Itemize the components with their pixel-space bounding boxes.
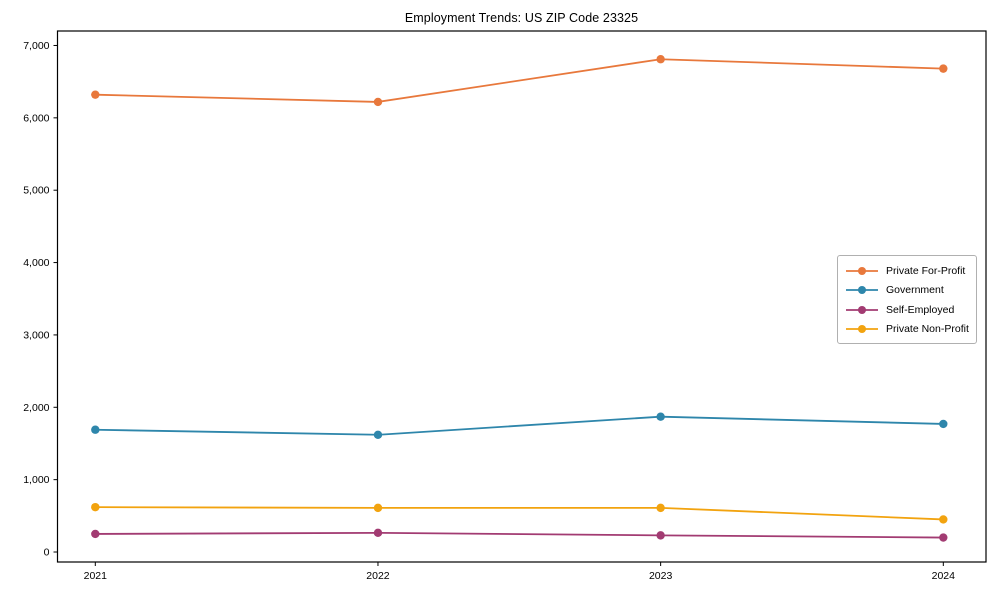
data-point bbox=[373, 97, 383, 107]
x-tick-label: 2024 bbox=[932, 570, 956, 582]
legend-label: Private Non-Profit bbox=[886, 323, 969, 336]
legend-line-marker-icon bbox=[846, 305, 878, 314]
legend-label: Private For-Profit bbox=[886, 264, 966, 277]
legend: Private For-Profit Government Self-Emplo… bbox=[837, 255, 977, 344]
y-tick-label: 2,000 bbox=[23, 402, 49, 414]
data-point bbox=[91, 529, 100, 539]
y-tick-label: 0 bbox=[44, 547, 50, 559]
data-point bbox=[656, 531, 665, 540]
legend-label: Government bbox=[886, 284, 944, 297]
legend-item: Self-Employed bbox=[845, 300, 969, 320]
legend-item: Private For-Profit bbox=[845, 261, 969, 281]
legend-item: Government bbox=[845, 281, 969, 301]
x-tick-label: 2022 bbox=[366, 570, 390, 582]
data-point bbox=[939, 515, 948, 524]
legend-label: Self-Employed bbox=[886, 303, 955, 316]
legend-line-marker-icon bbox=[846, 286, 878, 295]
y-tick-label: 4,000 bbox=[23, 257, 49, 269]
data-point bbox=[656, 55, 665, 64]
y-tick-label: 6,000 bbox=[23, 112, 49, 124]
data-point bbox=[656, 412, 665, 421]
data-point bbox=[373, 430, 383, 439]
legend-line-marker-icon bbox=[846, 266, 878, 275]
y-tick-label: 1,000 bbox=[23, 474, 49, 486]
y-tick-label: 7,000 bbox=[23, 40, 49, 52]
data-point bbox=[656, 503, 665, 513]
chart-title: Employment Trends: US ZIP Code 23325 bbox=[404, 11, 639, 25]
legend-item: Private Non-Profit bbox=[845, 320, 969, 340]
data-point bbox=[373, 528, 383, 538]
data-point bbox=[91, 425, 100, 434]
x-tick-label: 2023 bbox=[649, 570, 673, 582]
data-point bbox=[939, 64, 948, 73]
y-tick-label: 3,000 bbox=[23, 329, 49, 341]
data-point bbox=[91, 502, 100, 512]
data-point bbox=[939, 419, 948, 429]
x-tick-label: 2021 bbox=[84, 570, 108, 582]
legend-line-marker-icon bbox=[846, 325, 878, 334]
data-point bbox=[91, 90, 100, 99]
data-point bbox=[373, 503, 383, 513]
y-tick-label: 5,000 bbox=[23, 185, 49, 197]
data-point bbox=[939, 533, 948, 542]
